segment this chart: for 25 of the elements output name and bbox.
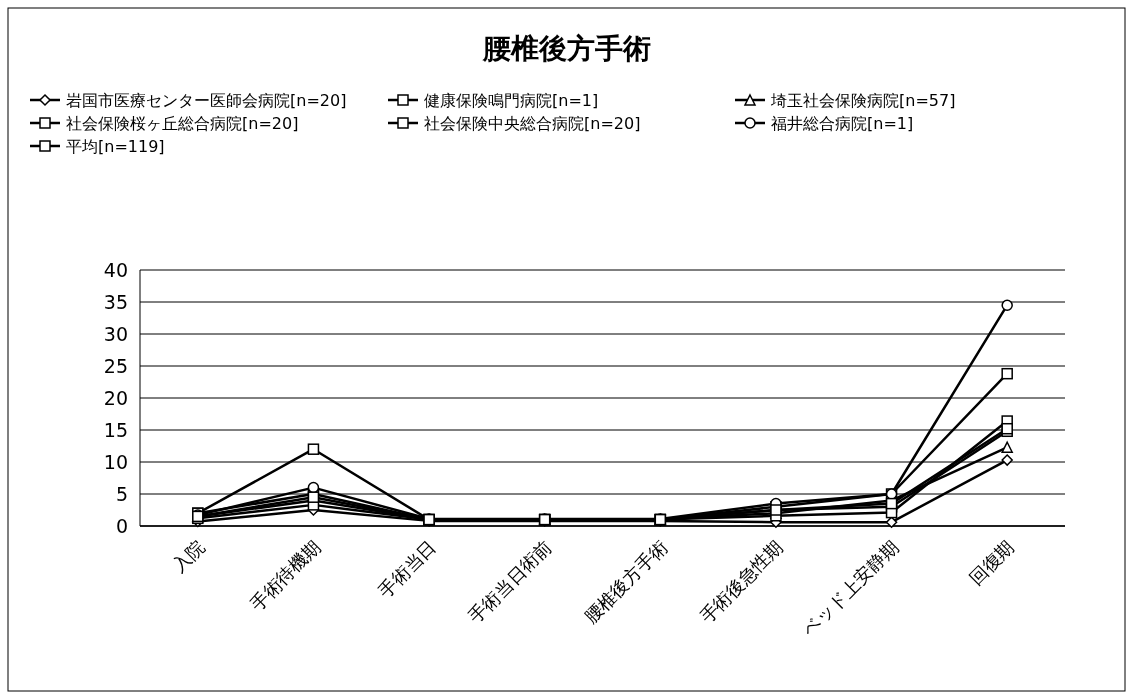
- legend-label: 岩国市医療センター医師会病院[n=20]: [66, 91, 347, 110]
- y-tick-label: 25: [103, 355, 128, 377]
- y-tick-label: 35: [103, 291, 128, 313]
- y-tick-label: 5: [115, 483, 128, 505]
- legend-label: 福井総合病院[n=1]: [771, 114, 914, 133]
- y-tick-label: 30: [103, 323, 128, 345]
- y-tick-label: 0: [115, 515, 128, 537]
- x-tick-label: ベッド上安静期: [798, 535, 903, 640]
- y-tick-label: 20: [103, 387, 128, 409]
- y-tick-label: 10: [103, 451, 128, 473]
- legend-label: 平均[n=119]: [66, 137, 165, 156]
- legend-label: 健康保険鳴門病院[n=1]: [424, 91, 599, 110]
- x-tick-label: 手術後急性期: [695, 535, 787, 628]
- y-tick-label: 15: [103, 419, 128, 441]
- x-tick-label: 手術当日術前: [464, 535, 556, 628]
- x-tick-label: 腰椎後方手術: [579, 535, 672, 628]
- legend-label: 埼玉社会保険病院[n=57]: [770, 91, 956, 110]
- chart-title: 腰椎後方手術: [481, 32, 651, 65]
- legend-label: 社会保険桜ヶ丘総合病院[n=20]: [66, 114, 299, 133]
- y-tick-label: 40: [103, 259, 128, 281]
- x-tick-label: 入院: [168, 535, 209, 577]
- x-tick-label: 手術当日: [374, 535, 440, 602]
- legend-label: 社会保険中央総合病院[n=20]: [424, 114, 641, 133]
- x-tick-label: 手術待機期: [245, 535, 325, 615]
- x-tick-label: 回復期: [964, 535, 1019, 590]
